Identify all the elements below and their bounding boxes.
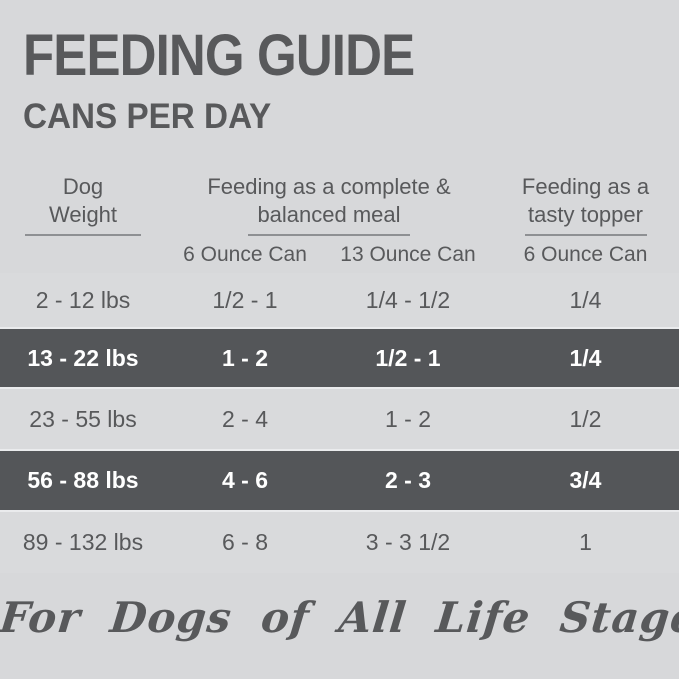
table-row-highlighted: 13 - 22 lbs 1 - 2 1/2 - 1 1/4 — [0, 327, 679, 389]
value-cell-topper: 1/4 — [569, 344, 602, 371]
complete-meal-label-line2: balanced meal — [257, 202, 401, 227]
value-cell-topper: 1/4 — [569, 286, 602, 313]
value-cell-6oz: 6 - 8 — [221, 529, 269, 555]
table-group-header-row: Dog Weight Feeding as a complete & balan… — [0, 154, 679, 236]
value-cell-6oz: 2 - 4 — [221, 405, 269, 432]
dog-weight-underline — [25, 234, 141, 236]
table-row: 2 - 12 lbs 1/2 - 1 1/4 - 1/2 1/4 — [0, 273, 679, 327]
weight-cell: 2 - 12 lbs — [35, 286, 131, 313]
column-header-complete-meal: Feeding as a complete & balanced meal — [166, 154, 492, 236]
value-cell-6oz: 4 - 6 — [221, 467, 269, 493]
can-header-13oz-meal: 13 Ounce Can — [340, 242, 476, 266]
value-cell-13oz: 1/2 - 1 — [375, 344, 441, 371]
table-row-highlighted: 56 - 88 lbs 4 - 6 2 - 3 3/4 — [0, 449, 679, 512]
tagline-row: For Dogs of All Life Stages — [0, 593, 679, 642]
weight-cell: 56 - 88 lbs — [27, 467, 139, 493]
tasty-topper-underline — [524, 234, 647, 236]
table-row: 89 - 132 lbs 6 - 8 3 - 3 1/2 1 — [0, 512, 679, 573]
complete-meal-label-line1: Feeding as a complete & — [207, 174, 451, 199]
value-cell-13oz: 3 - 3 1/2 — [365, 529, 451, 555]
dog-weight-label-line1: Dog — [62, 174, 104, 199]
weight-cell: 89 - 132 lbs — [22, 529, 144, 555]
value-cell-topper: 1/2 — [569, 405, 602, 432]
value-cell-6oz: 1 - 2 — [221, 344, 269, 371]
page-title: FEEDING GUIDE — [23, 23, 415, 88]
can-header-6oz-meal: 6 Ounce Can — [183, 242, 307, 266]
weight-cell: 23 - 55 lbs — [29, 405, 137, 432]
can-size-header-row: 6 Ounce Can 13 Ounce Can 6 Ounce Can — [0, 236, 679, 273]
value-cell-13oz: 1/4 - 1/2 — [365, 286, 451, 313]
value-cell-topper: 1 — [579, 529, 592, 555]
subtitle-row: CANS PER DAY — [0, 85, 679, 134]
page-subtitle: CANS PER DAY — [23, 97, 272, 136]
table-row: 23 - 55 lbs 2 - 4 1 - 2 1/2 — [0, 389, 679, 449]
can-header-6oz-topper: 6 Ounce Can — [523, 242, 648, 266]
tasty-topper-label-line2: tasty topper — [528, 202, 643, 227]
title-row: FEEDING GUIDE — [0, 0, 679, 85]
value-cell-13oz: 2 - 3 — [384, 467, 432, 493]
weight-cell: 13 - 22 lbs — [27, 344, 139, 371]
tasty-topper-label-line1: Feeding as a — [521, 174, 650, 199]
tagline: For Dogs of All Life Stages — [0, 593, 679, 642]
dog-weight-label-line2: Weight — [48, 202, 118, 227]
complete-meal-underline — [248, 234, 410, 236]
value-cell-topper: 3/4 — [569, 467, 602, 493]
column-header-tasty-topper: Feeding as a tasty topper — [492, 154, 679, 236]
value-cell-13oz: 1 - 2 — [384, 405, 432, 432]
value-cell-6oz: 1/2 - 1 — [212, 286, 278, 313]
column-header-dog-weight: Dog Weight — [0, 154, 166, 236]
